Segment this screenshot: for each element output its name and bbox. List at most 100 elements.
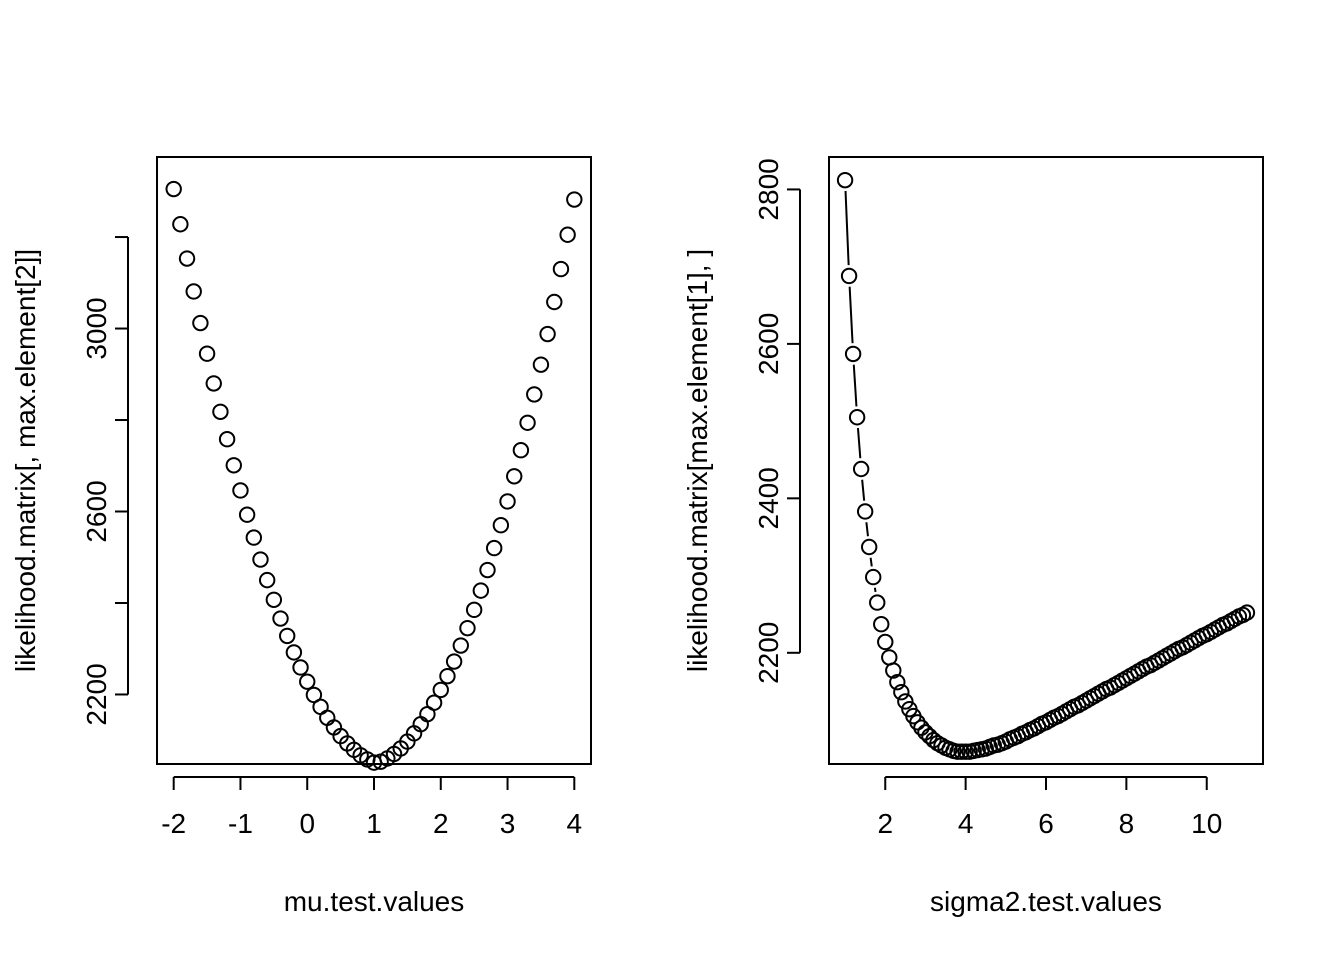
connecting-line (856, 427, 862, 459)
data-point (873, 616, 890, 633)
data-point (519, 414, 536, 431)
data-point (232, 482, 249, 499)
data-point (877, 633, 894, 651)
data-point (836, 171, 854, 189)
data-point (852, 460, 870, 478)
data-point (218, 431, 236, 448)
mu-likelihood-panel: -2 -1 0 1 2 3 4 2200 2600 3000 mu.test.values likel… (10, 156, 592, 917)
data-point (1238, 604, 1256, 621)
data-point (539, 325, 556, 343)
x-tick-label: 6 (1038, 808, 1054, 839)
data-point (848, 409, 866, 426)
x-tick-label: -1 (228, 808, 253, 839)
y-tick-label: 2800 (753, 158, 784, 220)
x-axis-title: mu.test.values (284, 886, 465, 917)
y-tick-label: 2600 (753, 313, 784, 375)
data-point (245, 529, 263, 546)
x-tick-label: 1 (366, 808, 382, 839)
data-point (198, 345, 216, 362)
data-point (479, 561, 496, 579)
data-point (889, 673, 906, 691)
y-axis-title: likelihood.matrix[, max.element[2]] (10, 249, 41, 672)
data-point (925, 731, 942, 749)
x-tick-label: 4 (958, 808, 974, 839)
data-point (439, 667, 456, 685)
data-point (893, 683, 910, 701)
data-point (299, 673, 316, 690)
data-point (178, 250, 196, 267)
data-point (425, 694, 443, 711)
data-point (559, 226, 576, 243)
connecting-line (848, 286, 854, 344)
x-tick-label: 10 (1191, 808, 1222, 839)
data-point (552, 260, 570, 278)
connecting-line (873, 587, 877, 593)
x-tick-label: -2 (161, 808, 186, 839)
data-point (532, 356, 550, 373)
data-point (953, 743, 970, 760)
connecting-lines (844, 190, 877, 593)
data-point (869, 594, 886, 611)
connecting-line (865, 522, 869, 537)
connecting-line (861, 479, 866, 501)
y-tick-label: 2200 (81, 663, 112, 725)
data-point (840, 267, 858, 285)
data-point (472, 582, 490, 599)
connecting-line (852, 364, 858, 407)
data-point (499, 493, 516, 510)
data-point (205, 375, 222, 392)
data-point (292, 659, 309, 676)
connecting-line (844, 190, 850, 266)
data-point (225, 457, 242, 474)
data-point (860, 538, 878, 556)
data-point (212, 403, 229, 420)
data-point (465, 601, 483, 619)
data-point (192, 314, 209, 332)
data-point (844, 345, 862, 363)
y-tick-label: 3000 (81, 297, 112, 359)
data-point (285, 644, 303, 661)
data-point (432, 681, 449, 699)
x-axis-title: sigma2.test.values (930, 886, 1162, 917)
data-point (238, 506, 256, 523)
data-point (272, 610, 289, 627)
data-point (526, 386, 543, 403)
y-axis-title: likelihood.matrix[max.element[1], ] (682, 249, 713, 672)
data-point (279, 627, 296, 645)
data-points (836, 171, 1256, 760)
x-tick-label: 8 (1119, 808, 1135, 839)
data-point (949, 743, 966, 760)
data-points (165, 180, 583, 771)
x-tick-label: 4 (567, 808, 583, 839)
data-point (492, 517, 510, 534)
x-tick-label: 3 (500, 808, 516, 839)
data-point (459, 619, 476, 637)
data-point (185, 283, 202, 300)
data-point (485, 539, 503, 557)
x-tick-label: 0 (299, 808, 315, 839)
data-point (512, 442, 530, 459)
data-point (856, 503, 874, 520)
data-point (452, 637, 469, 654)
data-point (258, 571, 276, 589)
data-point (957, 743, 974, 760)
x-tick-label: 2 (433, 808, 449, 839)
data-point (165, 180, 182, 198)
data-point (566, 191, 583, 208)
data-point (897, 693, 914, 710)
connecting-line (869, 557, 873, 567)
y-tick-label: 2600 (81, 480, 112, 542)
x-tick-label: 2 (877, 808, 893, 839)
data-point (445, 653, 463, 670)
data-point (172, 216, 189, 233)
data-point (865, 568, 882, 586)
data-point (265, 591, 283, 608)
data-point (252, 551, 269, 568)
y-tick-label: 2200 (753, 622, 784, 684)
sigma2-likelihood-panel: 2 4 6 8 10 2200 2400 2600 2800 sigma2.test.values… (682, 156, 1264, 917)
y-tick-label: 2400 (753, 467, 784, 529)
data-point (506, 468, 523, 485)
data-point (885, 662, 902, 679)
